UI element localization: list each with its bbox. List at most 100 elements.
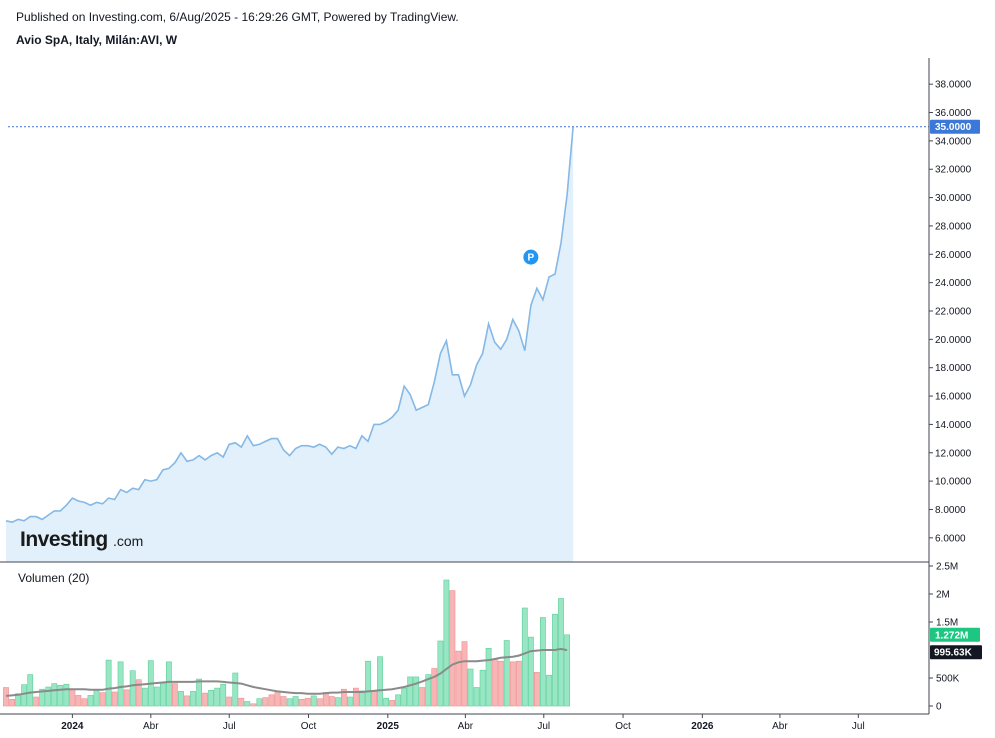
volume-bar: [449, 590, 456, 707]
volume-bar: [250, 703, 257, 707]
volume-bar: [346, 696, 353, 707]
price-pane[interactable]: [5, 126, 929, 562]
price-y-tick-label: 14.0000: [935, 420, 972, 431]
volume-bar: [395, 694, 401, 707]
volume-y-axis[interactable]: 2.5M 2M 1.5M 500K 0: [929, 562, 960, 713]
volume-bar: [160, 682, 166, 707]
x-tick-label: 2024: [61, 721, 84, 732]
volume-bar: [371, 689, 377, 707]
x-tick-label: Abr: [458, 721, 474, 732]
volume-bar: [515, 660, 522, 707]
volume-bar: [461, 641, 468, 707]
volume-bar: [27, 674, 34, 707]
volume-bar: [268, 694, 275, 707]
price-y-tick-label: 36.0000: [935, 108, 972, 119]
volume-bar: [298, 698, 305, 707]
volume-bar: [419, 687, 426, 707]
volume-y-tick-label: 1.5M: [936, 618, 958, 629]
price-y-tick-label: 30.0000: [935, 193, 972, 204]
volume-bar: [15, 693, 21, 707]
volume-bar: [196, 678, 202, 707]
price-y-tick-label: 38.0000: [935, 80, 972, 91]
volume-bar: [443, 579, 450, 707]
volume-bar: [485, 647, 492, 707]
volume-bar: [455, 650, 462, 707]
volume-bar: [546, 674, 552, 707]
x-tick-label: Oct: [301, 721, 317, 732]
last-volume-label: 1.272M: [935, 630, 968, 641]
volume-bar: [69, 688, 76, 707]
volume-bar: [87, 695, 94, 707]
volume-bar: [208, 689, 214, 707]
volume-bar: [425, 674, 432, 707]
volume-bar: [383, 697, 389, 707]
volume-bar: [292, 696, 299, 707]
x-tick-label: Jul: [852, 721, 865, 732]
volume-bar: [105, 659, 112, 707]
volume-bar: [310, 695, 317, 707]
volume-bar: [467, 668, 474, 707]
volume-bar: [141, 687, 148, 707]
volume-y-tick-label: 2M: [936, 590, 950, 601]
event-marker-label: P: [528, 253, 535, 264]
volume-bar: [51, 683, 58, 707]
volume-bar: [274, 690, 281, 707]
price-y-tick-label: 22.0000: [935, 307, 972, 318]
volume-bar: [3, 687, 9, 707]
volume-bar: [503, 640, 510, 707]
price-y-tick-label: 32.0000: [935, 165, 972, 176]
volume-bar: [280, 696, 287, 707]
x-tick-label: 2025: [377, 721, 400, 732]
volume-bar: [33, 696, 40, 707]
volume-bar: [473, 687, 480, 707]
volume-bar: [358, 690, 365, 707]
event-marker[interactable]: P: [522, 248, 540, 266]
volume-bar: [401, 687, 408, 707]
volume-bar: [558, 598, 564, 707]
volume-bar: [286, 698, 293, 707]
volume-bar: [497, 660, 504, 707]
volume-bar: [178, 691, 184, 707]
volume-bar: [564, 634, 570, 707]
volume-bar: [220, 683, 227, 707]
volume-bar: [57, 684, 64, 707]
volume-bar: [328, 696, 335, 707]
volume-bar: [75, 695, 82, 707]
volume-bar: [153, 686, 160, 707]
time-x-axis[interactable]: 2024 Abr Jul Oct 2025 Abr Jul Oct 2026 Abr Jul: [61, 714, 865, 732]
price-y-tick-label: 20.0000: [935, 335, 972, 346]
volume-y-tick-label: 0: [936, 702, 942, 713]
volume-bar: [39, 688, 46, 707]
volume-bar: [214, 687, 221, 707]
symbol-title: Avio SpA, Italy, Milán:AVI, W: [16, 33, 178, 47]
x-tick-label: 2026: [691, 721, 714, 732]
volume-bar: [117, 661, 124, 707]
x-tick-label: Oct: [615, 721, 631, 732]
volume-bar: [63, 683, 70, 707]
volume-bar: [99, 692, 106, 707]
volume-bar: [352, 687, 359, 707]
price-y-tick-label: 24.0000: [935, 278, 972, 289]
price-area: [6, 126, 574, 562]
volume-bar: [238, 697, 245, 707]
volume-bar: [334, 697, 341, 707]
volume-bar: [81, 698, 88, 707]
volume-bar: [322, 692, 329, 707]
volume-bar: [389, 700, 395, 707]
price-y-axis[interactable]: 38.0000 36.0000 34.0000 32.0000 30.0000 28.00…: [929, 80, 972, 545]
price-y-tick-label: 28.0000: [935, 221, 972, 232]
volume-bar: [316, 698, 323, 707]
volume-bar: [45, 686, 52, 707]
volume-bar: [244, 701, 251, 707]
price-y-tick-label: 16.0000: [935, 392, 972, 403]
volume-bar: [431, 668, 438, 707]
last-volume-badge: 1.272M: [930, 627, 980, 642]
volume-bar: [232, 672, 239, 707]
volume-bar: [226, 696, 233, 707]
price-y-tick-label: 10.0000: [935, 477, 972, 488]
volume-bar: [407, 676, 414, 707]
volume-pane[interactable]: [3, 579, 570, 707]
volume-y-tick-label: 2.5M: [936, 562, 958, 573]
volume-bar: [123, 689, 130, 707]
